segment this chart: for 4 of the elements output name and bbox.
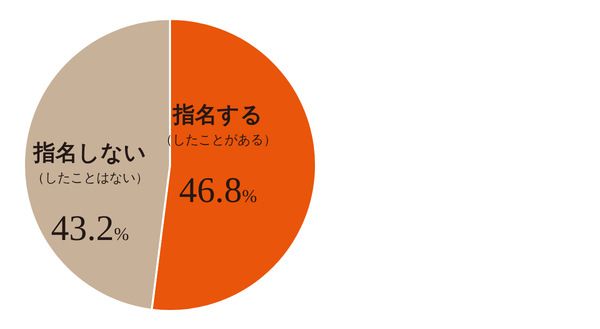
data-label: 46.8% bbox=[179, 170, 257, 210]
slice-label: 指名しない（したことはない） bbox=[32, 141, 148, 186]
slice-label: 指名する（したことがある） bbox=[160, 103, 276, 148]
data-label: 43.2% bbox=[51, 208, 129, 248]
